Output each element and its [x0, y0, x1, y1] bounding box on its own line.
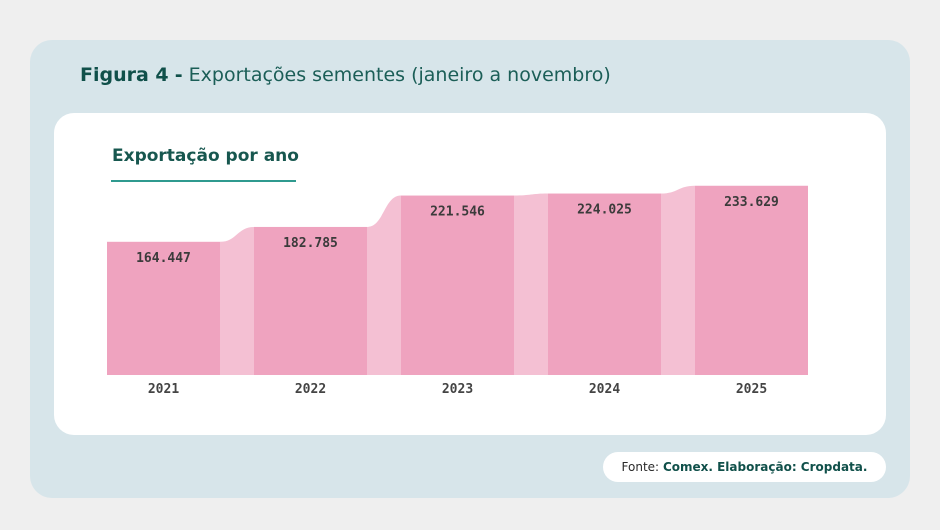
chart-title: Exportação por ano: [112, 146, 299, 166]
bar-connector-2021-2022: [220, 226, 254, 375]
x-tick-label-2021: 2021: [148, 382, 179, 397]
x-tick-label-2024: 2024: [589, 382, 620, 397]
bar-value-label-2024: 224.025: [577, 203, 632, 218]
figure-title: Figura 4 - Exportações sementes (janeiro…: [80, 64, 611, 86]
bar-2021: [107, 241, 220, 375]
bar-2023: [401, 195, 514, 375]
x-tick-label-2023: 2023: [442, 382, 473, 397]
bar-2025: [695, 185, 808, 375]
bar-connector-2024-2025: [661, 185, 695, 375]
bar-2024: [548, 193, 661, 375]
figure-label: Figura 4: [80, 64, 169, 86]
bar-value-label-2023: 221.546: [430, 205, 485, 220]
figure-separator: -: [174, 64, 183, 86]
bar-value-label-2025: 233.629: [724, 195, 779, 210]
figure-caption: Exportações sementes (janeiro a novembro…: [188, 64, 611, 86]
bar-value-label-2021: 164.447: [136, 251, 191, 266]
x-tick-label-2025: 2025: [736, 382, 767, 397]
source-prefix: Fonte:: [621, 460, 660, 474]
bar-connector-2023-2024: [514, 193, 548, 375]
title-underline: [111, 180, 296, 182]
bar-connector-2022-2023: [367, 195, 401, 375]
x-tick-label-2022: 2022: [295, 382, 326, 397]
source-note: Fonte: Comex. Elaboração: Cropdata.: [603, 452, 886, 482]
bar-2022: [254, 226, 367, 375]
source-text: Comex. Elaboração: Cropdata.: [662, 460, 868, 474]
bar-value-label-2022: 182.785: [283, 236, 338, 251]
